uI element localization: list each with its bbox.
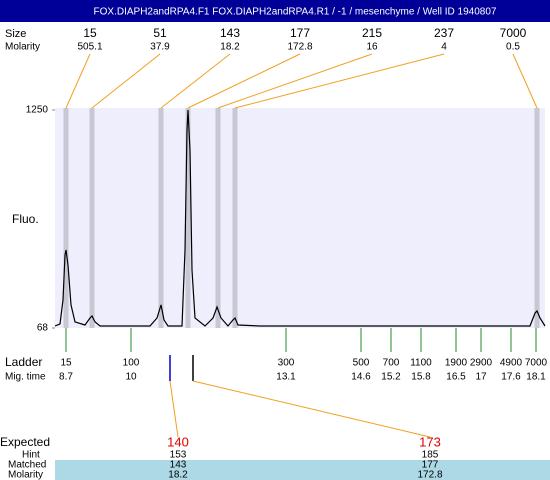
- peak-molarity: 4: [441, 42, 447, 53]
- title: FOX.DIAPH2andRPA4.F1 FOX.DIAPH2andRPA4.R…: [94, 7, 497, 18]
- ladder-time: 16.5: [446, 372, 466, 383]
- matched-label: Matched: [8, 460, 46, 471]
- matched-value: 177: [422, 460, 439, 471]
- ladder-time: 18.1: [526, 372, 546, 383]
- ladder-time: 10: [125, 372, 137, 383]
- peak-band: [232, 108, 238, 328]
- expected-size: 173: [419, 434, 441, 449]
- molarity-label: Molarity: [8, 470, 43, 480]
- ladder-time: 17: [475, 372, 487, 383]
- peak-size: 15: [83, 26, 97, 40]
- molarity-value: 172.8: [417, 470, 442, 480]
- ladder-size: 2900: [470, 358, 493, 369]
- size-row-label: Size: [5, 28, 26, 40]
- y-tick-label: 1250: [26, 105, 49, 116]
- peak-band: [89, 108, 95, 328]
- peak-connector: [234, 53, 445, 109]
- expected-size: 140: [167, 434, 189, 449]
- expected-connector: [169, 380, 179, 438]
- peak-molarity: 18.2: [220, 42, 240, 53]
- peak-molarity: 37.9: [150, 42, 170, 53]
- ladder-size: 500: [353, 358, 370, 369]
- peak-molarity: 172.8: [287, 42, 312, 53]
- expected-label: Expected: [0, 435, 50, 449]
- peak-molarity: 505.1: [77, 42, 102, 53]
- peak-size: 51: [153, 26, 167, 40]
- ladder-size: 4900: [500, 358, 523, 369]
- ladder-time: 13.1: [276, 372, 296, 383]
- peak-band: [63, 108, 69, 328]
- expected-connector: [192, 380, 431, 438]
- peak-band: [215, 108, 221, 328]
- ladder-size: 100: [123, 358, 140, 369]
- peak-band: [158, 108, 164, 328]
- peak-connector: [160, 53, 231, 109]
- ladder-time: 15.8: [411, 372, 431, 383]
- molarity-value: 18.2: [168, 470, 188, 480]
- ladder-time: 8.7: [59, 372, 73, 383]
- peak-band: [185, 108, 191, 328]
- ladder-size: 700: [383, 358, 400, 369]
- hint-value: 153: [170, 450, 187, 461]
- peak-connector: [217, 53, 373, 109]
- ladder-size: 7000: [525, 358, 548, 369]
- peak-size: 237: [434, 26, 454, 40]
- ladder-size: 1900: [445, 358, 468, 369]
- peak-connector: [512, 53, 538, 109]
- ladder-time: 17.6: [501, 372, 521, 383]
- ladder-size: 300: [278, 358, 295, 369]
- ladder-size: 15: [60, 358, 72, 369]
- peak-molarity: 16: [366, 42, 378, 53]
- peak-band: [534, 108, 540, 328]
- peak-molarity: 0.5: [506, 42, 520, 53]
- trace: [54, 109, 546, 327]
- peak-connector: [91, 53, 161, 109]
- peak-size: 177: [290, 26, 310, 40]
- hint-value: 185: [422, 450, 439, 461]
- y-axis-label: Fluo.: [12, 212, 39, 226]
- peak-size: 7000: [500, 26, 527, 40]
- mig-time-label: Mig. time: [5, 372, 46, 383]
- matched-band: [55, 460, 550, 480]
- peak-connector: [187, 53, 301, 109]
- ladder-label: Ladder: [5, 355, 42, 369]
- ladder-size: 1100: [410, 358, 432, 369]
- peak-size: 215: [362, 26, 382, 40]
- ladder-time: 14.6: [351, 372, 371, 383]
- title-bar: [0, 0, 550, 22]
- plot-area: [55, 108, 545, 328]
- molarity-row-label: Molarity: [5, 42, 40, 53]
- y-tick-label: 68: [37, 323, 49, 334]
- matched-value: 143: [170, 460, 187, 471]
- ladder-time: 15.2: [381, 372, 401, 383]
- hint-label: Hint: [22, 450, 40, 461]
- peak-connector: [65, 53, 91, 109]
- peak-size: 143: [220, 26, 240, 40]
